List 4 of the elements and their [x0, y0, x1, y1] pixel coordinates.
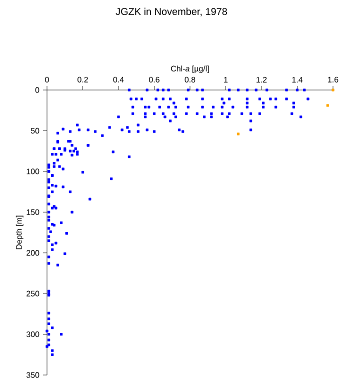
point [326, 104, 329, 107]
point [332, 88, 334, 92]
point [236, 132, 240, 136]
chart-title: JGZK in November, 1978 [116, 8, 227, 16]
